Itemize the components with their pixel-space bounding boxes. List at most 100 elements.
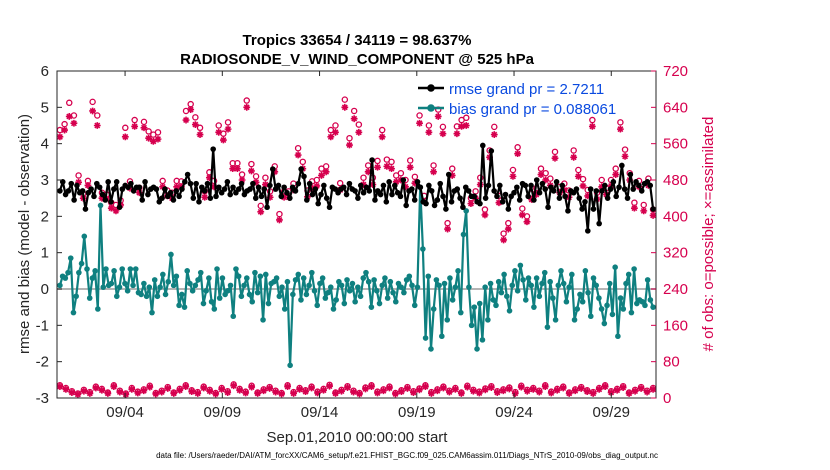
rmse-point — [613, 193, 619, 200]
obs-possible-point — [350, 107, 358, 115]
bias-point — [374, 288, 380, 294]
rmse-point — [136, 184, 143, 191]
y-tick-label-left: 3 — [41, 172, 49, 189]
bias-point — [452, 284, 459, 290]
obs-possible-point — [491, 123, 498, 131]
bias-point — [162, 291, 169, 298]
obs-low-assimilated-point — [583, 388, 591, 396]
obs-assimilated-point — [187, 106, 195, 114]
rmse-point — [298, 166, 304, 172]
obs-low-assimilated-point — [451, 385, 459, 393]
rmse-point — [142, 179, 148, 185]
obs-low-assimilated-point — [511, 390, 519, 397]
obs-low-assimilated-point — [80, 387, 88, 395]
x-tick-label: 09/19 — [398, 404, 436, 421]
obs-assimilated-point — [318, 172, 325, 179]
data-file-footer: data file: /Users/raeder/DAI/ATM_forcXX/… — [156, 451, 658, 460]
obs-assimilated-point — [504, 225, 512, 233]
bias-point — [86, 295, 93, 301]
bias-point — [78, 260, 85, 267]
bias-point — [189, 288, 196, 294]
obs-possible-point — [374, 157, 381, 165]
obs-low-assimilated-point — [290, 390, 297, 397]
rmse-point — [380, 182, 387, 189]
bias-point — [254, 289, 261, 296]
rmse-point — [278, 193, 285, 200]
obs-low-assimilated-point — [320, 386, 327, 394]
rmse-point — [287, 195, 293, 201]
rmse-point — [533, 177, 540, 183]
obs-assimilated-point — [518, 211, 526, 219]
bias-point — [122, 280, 128, 287]
y-tick-label-right: 480 — [663, 172, 688, 189]
obs-low-assimilated-point — [302, 388, 309, 396]
obs-assimilated-point — [621, 152, 629, 160]
bias-point — [124, 288, 131, 294]
bias-point — [485, 317, 491, 323]
bias-point — [327, 284, 334, 290]
rmse-point — [139, 197, 146, 203]
obs-low-assimilated-point — [613, 386, 621, 394]
bias-point — [392, 298, 399, 305]
rmse-point — [204, 180, 211, 187]
bias-point — [355, 284, 361, 290]
obs-assimilated-point — [313, 182, 321, 190]
obs-assimilated-point — [383, 162, 391, 170]
obs-low-assimilated-point — [62, 385, 70, 393]
obs-low-assimilated-point — [422, 383, 429, 391]
obs-assimilated-point — [84, 182, 92, 189]
obs-assimilated-point — [537, 171, 545, 178]
rmse-point — [111, 186, 117, 192]
bias-point — [425, 273, 432, 280]
bias-point — [225, 288, 231, 294]
bias-point — [303, 291, 310, 298]
obs-assimilated-point — [434, 113, 442, 120]
rmse-point — [443, 206, 449, 212]
rmse-point — [207, 195, 214, 201]
obs-assimilated-point — [467, 200, 475, 208]
bias-point — [390, 289, 396, 296]
obs-assimilated-point — [61, 126, 68, 134]
rmse-point — [542, 186, 549, 192]
obs-possible-point — [346, 134, 353, 142]
bias-point — [544, 324, 551, 330]
obs-low-assimilated-point — [416, 386, 423, 394]
bias-point — [292, 277, 299, 283]
obs-low-assimilated-point — [146, 383, 154, 391]
bias-point — [552, 317, 559, 323]
obs-low-assimilated-point — [404, 385, 411, 392]
rmse-point — [213, 193, 219, 200]
y-tick-label-left: -2 — [36, 354, 49, 371]
obs-assimilated-point — [154, 135, 162, 143]
rmse-point — [340, 184, 347, 191]
bias-point — [414, 284, 421, 290]
rmse-point — [321, 182, 327, 189]
rmse-point — [553, 179, 560, 185]
obs-possible-point — [411, 173, 419, 181]
obs-assimilated-point — [453, 130, 461, 138]
y-tick-label-right: 0 — [663, 390, 671, 407]
x-tick-label: 09/29 — [592, 404, 630, 421]
obs-assimilated-point — [266, 193, 274, 201]
rmse-point — [403, 202, 409, 209]
bias-point — [430, 306, 437, 312]
rmse-point — [184, 171, 191, 178]
rmse-point — [440, 193, 446, 200]
bias-point — [439, 333, 445, 340]
obs-assimilated-point — [631, 204, 638, 212]
obs-low-assimilated-point — [356, 390, 363, 398]
rmse-point — [292, 188, 299, 194]
obs-possible-point — [514, 144, 521, 151]
bias-point — [214, 266, 220, 272]
obs-possible-point — [299, 158, 307, 166]
obs-assimilated-point — [406, 163, 414, 171]
obs-assimilated-point — [402, 183, 409, 191]
obs-assimilated-point — [495, 199, 503, 207]
rmse-point — [79, 188, 86, 194]
rmse-point — [536, 189, 543, 196]
bias-point — [555, 282, 562, 289]
bias-point — [460, 231, 467, 238]
obs-low-assimilated-point — [463, 383, 471, 391]
bias-point — [631, 266, 637, 272]
obs-assimilated-point — [532, 191, 540, 198]
